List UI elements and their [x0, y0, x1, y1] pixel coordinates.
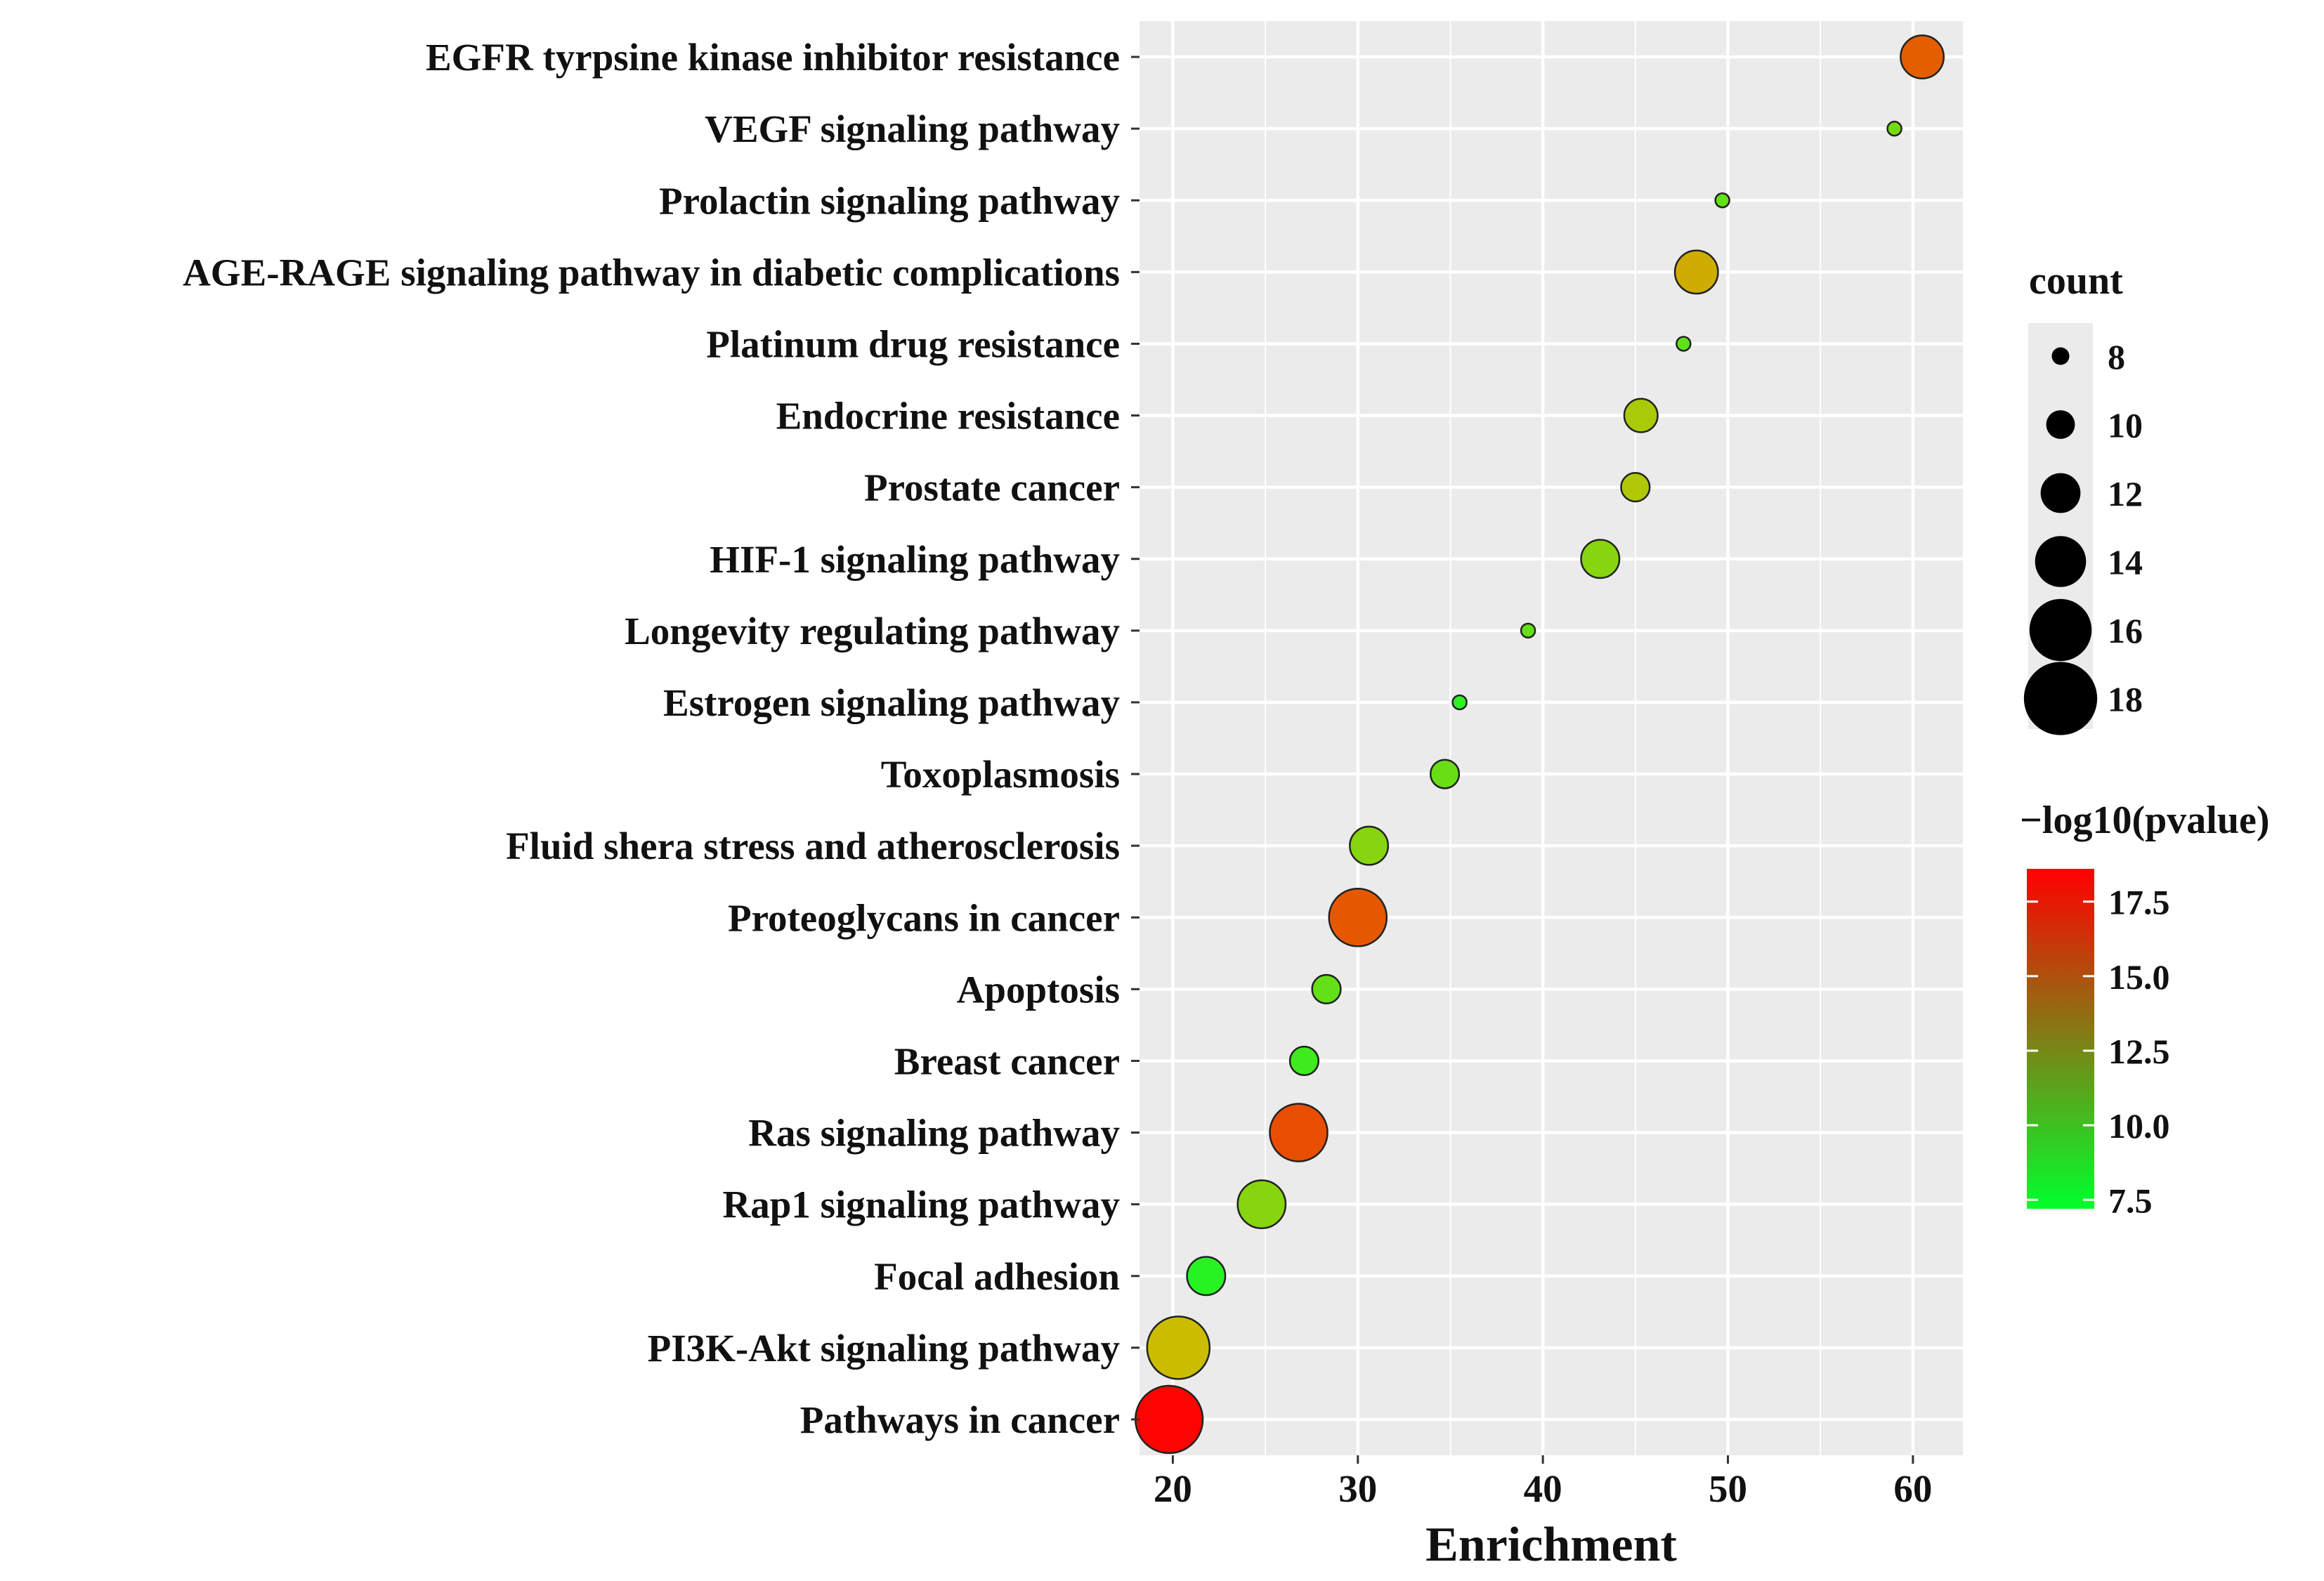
point-layer: [1134, 34, 1945, 1455]
color-legend-label: 17.5: [2108, 883, 2170, 922]
size-legend-label: 18: [2108, 680, 2143, 719]
size-legend-label: 14: [2108, 543, 2143, 582]
y-tick-label: Longevity regulating pathway: [625, 610, 1120, 652]
y-tick-label: Platinum drug resistance: [706, 322, 1120, 365]
size-legend-label: 12: [2108, 474, 2143, 513]
color-legend-label: 7.5: [2108, 1181, 2153, 1220]
data-point: [1236, 1179, 1287, 1230]
y-tick-label: Toxoplasmosis: [881, 753, 1120, 796]
color-legend: −log10(pvalue) 17.5 15.0 12.5 10.0 7.5: [2020, 799, 2269, 1220]
color-legend-label: 12.5: [2108, 1032, 2170, 1071]
data-point: [1520, 622, 1536, 639]
data-point: [1311, 973, 1342, 1004]
color-legend-label: 10.0: [2108, 1106, 2170, 1146]
size-legend-dot: [2046, 410, 2075, 439]
y-tick-label: Focal adhesion: [874, 1255, 1120, 1298]
data-point: [1349, 825, 1390, 866]
y-tick-label: Ras signaling pathway: [748, 1112, 1120, 1155]
data-point: [1580, 539, 1621, 579]
y-tick-label: AGE-RAGE signaling pathway in diabetic c…: [183, 251, 1120, 294]
y-tick-label: Proteoglycans in cancer: [728, 896, 1120, 939]
size-legend-label: 10: [2108, 406, 2143, 445]
y-tick-label: Pathways in cancer: [800, 1398, 1120, 1441]
data-point: [1429, 759, 1461, 789]
color-legend-title: −log10(pvalue): [2020, 799, 2269, 842]
data-point: [1623, 398, 1659, 433]
data-point: [1451, 694, 1468, 711]
y-axis: EGFR tyrpsine kinase inhibitor resistanc…: [183, 36, 1140, 1441]
plot-panel: [1140, 21, 1963, 1455]
data-point: [1288, 1045, 1320, 1077]
size-legend-key-bg: [2028, 323, 2093, 729]
data-point: [1328, 887, 1388, 947]
y-tick-label: PI3K-Akt signaling pathway: [648, 1327, 1120, 1370]
size-legend-label: 8: [2108, 337, 2125, 376]
y-tick-label: VEGF signaling pathway: [705, 107, 1120, 150]
size-legend-dot: [2035, 536, 2087, 587]
y-tick-label: Fluid shera stress and atherosclerosis: [506, 825, 1120, 867]
x-tick-label: 60: [1893, 1467, 1932, 1510]
color-legend-label: 15.0: [2108, 957, 2170, 997]
y-tick-label: Estrogen signaling pathway: [663, 681, 1120, 724]
data-point: [1134, 1384, 1204, 1455]
x-tick-label: 30: [1338, 1467, 1377, 1510]
data-point: [1673, 249, 1719, 295]
size-legend-dot: [2051, 347, 2070, 365]
x-axis-title: Enrichment: [1425, 1518, 1677, 1572]
x-tick-label: 40: [1524, 1467, 1562, 1510]
data-point: [1676, 336, 1692, 352]
x-tick-label: 50: [1709, 1467, 1747, 1510]
size-legend-dot: [2040, 473, 2081, 513]
y-tick-label: Rap1 signaling pathway: [723, 1183, 1120, 1226]
y-tick-label: Prolactin signaling pathway: [659, 179, 1120, 222]
y-tick-label: HIF-1 signaling pathway: [710, 538, 1120, 581]
y-tick-label: EGFR tyrpsine kinase inhibitor resistanc…: [426, 36, 1120, 79]
data-point: [1186, 1256, 1227, 1297]
grid-layer: [1140, 21, 1963, 1455]
size-legend: count 8 10 12 14 16 18: [2023, 259, 2143, 735]
data-point: [1620, 472, 1651, 503]
size-legend-dot: [2029, 598, 2092, 662]
y-tick-label: Prostate cancer: [864, 466, 1120, 509]
data-point: [1146, 1316, 1211, 1380]
color-bar: [2027, 869, 2094, 1209]
y-tick-label: Breast cancer: [894, 1039, 1120, 1082]
data-point: [1269, 1103, 1329, 1162]
y-tick-label: Apoptosis: [957, 968, 1120, 1011]
size-legend-dot: [2023, 662, 2098, 735]
size-legend-title: count: [2029, 259, 2123, 303]
y-tick-label: Endocrine resistance: [776, 395, 1120, 438]
size-legend-label: 16: [2108, 611, 2143, 650]
data-point: [1714, 192, 1730, 209]
data-point: [1900, 34, 1945, 80]
x-tick-label: 20: [1154, 1467, 1192, 1510]
x-axis: 20 30 40 50 60: [1154, 1455, 1932, 1510]
data-point: [1886, 120, 1902, 137]
